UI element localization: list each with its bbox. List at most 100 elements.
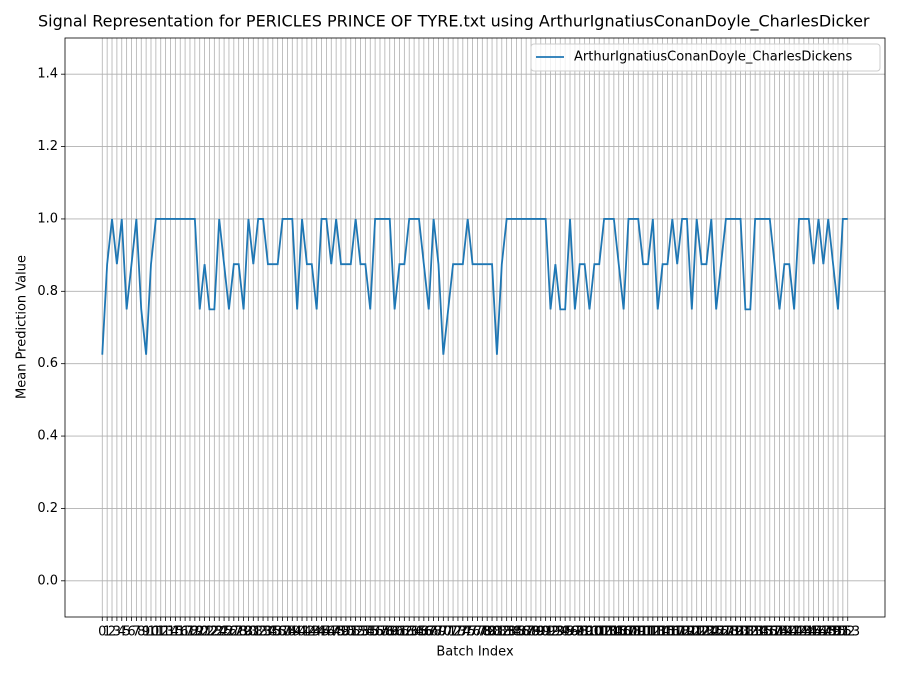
x-tick-label: 0 xyxy=(98,625,106,640)
x-tick-label: 69 xyxy=(430,625,447,640)
x-tick-label: 137 xyxy=(757,625,782,640)
x-tick-label: 77 xyxy=(469,625,486,640)
x-tick-label: 126 xyxy=(704,625,729,640)
x-tick-label: 13 xyxy=(157,625,174,640)
x-tick-label: 49 xyxy=(333,625,350,640)
x-tick-label: 26 xyxy=(221,625,238,640)
x-tick-label: 9 xyxy=(142,625,150,640)
x-tick-label: 99 xyxy=(576,625,593,640)
legend-label: ArthurIgnatiusConanDoyle_CharlesDickens xyxy=(574,50,852,65)
x-tick-label: 114 xyxy=(645,625,670,640)
x-tick-label: 65 xyxy=(411,625,428,640)
x-tick-label: 3 xyxy=(113,625,121,640)
x-tick-label: 129 xyxy=(718,625,743,640)
x-tick-label: 153 xyxy=(835,625,860,640)
x-tick-label: 87 xyxy=(518,625,535,640)
x-tick-label: 33 xyxy=(255,625,272,640)
x-tick-label: 78 xyxy=(474,625,491,640)
x-tick-label: 100 xyxy=(577,625,602,640)
x-tick-label: 56 xyxy=(367,625,384,640)
x-tick-label: 27 xyxy=(226,625,243,640)
x-tick-label: 88 xyxy=(523,625,540,640)
x-tick-label: 110 xyxy=(626,625,651,640)
x-tick-label: 74 xyxy=(455,625,472,640)
x-tick-label: 128 xyxy=(714,625,739,640)
x-tick-label: 111 xyxy=(631,625,656,640)
x-tick-label: 90 xyxy=(533,625,550,640)
y-tick-label: 1.2 xyxy=(37,139,58,154)
x-tick-label: 67 xyxy=(420,625,437,640)
x-tick-label: 22 xyxy=(201,625,218,640)
x-tick-label: 139 xyxy=(767,625,792,640)
x-tick-label: 14 xyxy=(162,625,179,640)
x-tick-label: 8 xyxy=(137,625,145,640)
x-tick-label: 82 xyxy=(494,625,511,640)
x-tick-label: 61 xyxy=(391,625,408,640)
x-tick-label: 130 xyxy=(723,625,748,640)
plot-frame xyxy=(64,37,886,618)
x-tick-label: 144 xyxy=(791,625,816,640)
x-tick-label: 39 xyxy=(284,625,301,640)
x-tick-label: 68 xyxy=(425,625,442,640)
x-tick-label: 98 xyxy=(571,625,588,640)
x-tick-label: 15 xyxy=(167,625,184,640)
x-tick-label: 21 xyxy=(196,625,213,640)
x-tick-label: 80 xyxy=(484,625,501,640)
x-tick-label: 5 xyxy=(122,625,130,640)
x-tick-label: 138 xyxy=(762,625,787,640)
x-tick-label: 52 xyxy=(347,625,364,640)
x-tick-label: 30 xyxy=(240,625,257,640)
x-tick-label: 53 xyxy=(352,625,369,640)
x-tick-label: 42 xyxy=(299,625,316,640)
x-tick-label: 125 xyxy=(699,625,724,640)
x-tick-label: 28 xyxy=(230,625,247,640)
x-tick-label: 31 xyxy=(245,625,262,640)
x-tick-label: 6 xyxy=(127,625,135,640)
x-tick-label: 38 xyxy=(279,625,296,640)
x-tick-label: 112 xyxy=(636,625,661,640)
x-tick-label: 19 xyxy=(187,625,204,640)
x-tick-label: 113 xyxy=(640,625,665,640)
x-tick-label: 106 xyxy=(606,625,631,640)
x-tick-label: 4 xyxy=(118,625,126,640)
x-tick-label: 45 xyxy=(313,625,330,640)
x-tick-label: 91 xyxy=(537,625,554,640)
x-tick-label: 50 xyxy=(338,625,355,640)
x-tick-label: 60 xyxy=(386,625,403,640)
x-tick-label: 133 xyxy=(738,625,763,640)
x-tick-label: 109 xyxy=(621,625,646,640)
x-tick-label: 92 xyxy=(542,625,559,640)
x-tick-label: 85 xyxy=(508,625,525,640)
x-tick-label: 145 xyxy=(796,625,821,640)
x-tick-label: 146 xyxy=(801,625,826,640)
x-tick-label: 103 xyxy=(592,625,617,640)
x-tick-label: 107 xyxy=(611,625,636,640)
x-tick-label: 152 xyxy=(830,625,855,640)
x-axis-label: Batch Index xyxy=(436,645,514,660)
x-tick-label: 147 xyxy=(806,625,831,640)
x-tick-label: 34 xyxy=(260,625,277,640)
x-tick-label: 18 xyxy=(182,625,199,640)
x-tick-label: 36 xyxy=(269,625,286,640)
x-tick-label: 97 xyxy=(567,625,584,640)
x-tick-label: 17 xyxy=(177,625,194,640)
x-tick-label: 134 xyxy=(743,625,768,640)
x-tick-label: 140 xyxy=(772,625,797,640)
x-tick-label: 105 xyxy=(601,625,626,640)
x-tick-label: 72 xyxy=(445,625,462,640)
x-tick-label: 29 xyxy=(235,625,252,640)
x-tick-label: 121 xyxy=(679,625,704,640)
legend-box xyxy=(530,43,881,72)
x-tick-label: 131 xyxy=(728,625,753,640)
x-tick-label: 135 xyxy=(748,625,773,640)
x-tick-label: 122 xyxy=(684,625,709,640)
x-tick-label: 150 xyxy=(821,625,846,640)
x-tick-label: 47 xyxy=(323,625,340,640)
x-tick-label: 25 xyxy=(216,625,233,640)
x-tick-label: 124 xyxy=(694,625,719,640)
x-tick-label: 118 xyxy=(665,625,690,640)
x-tick-label: 115 xyxy=(650,625,675,640)
x-tick-label: 23 xyxy=(206,625,223,640)
x-tick-label: 58 xyxy=(377,625,394,640)
x-tick-label: 24 xyxy=(211,625,228,640)
